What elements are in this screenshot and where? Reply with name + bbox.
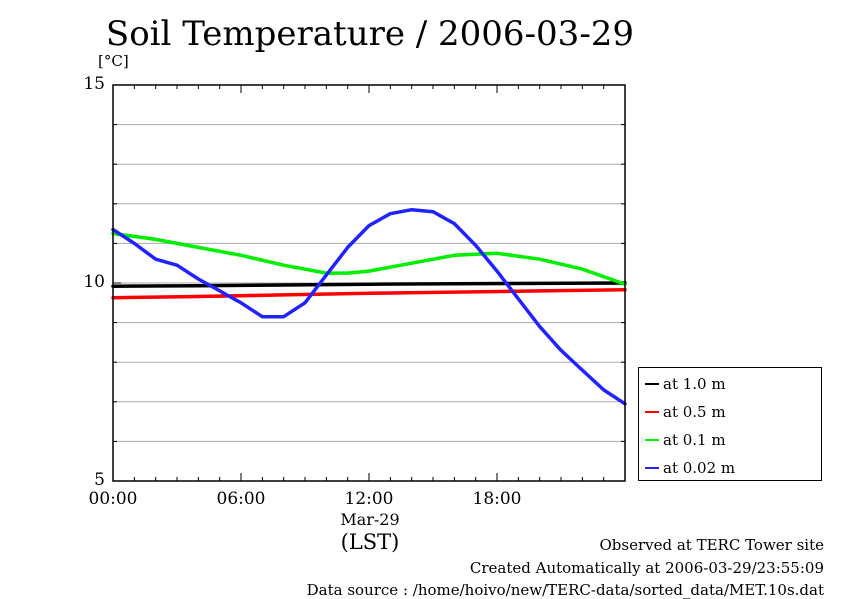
y-axis-unit: [°C] xyxy=(98,52,129,70)
legend-swatch xyxy=(645,439,659,441)
plot-frame xyxy=(112,84,626,482)
x-tick-label: 06:00 xyxy=(216,489,266,509)
series-line-1 xyxy=(111,287,627,300)
legend-item: at 0.1 m xyxy=(645,430,726,450)
footer-source: Data source : /home/hoivo/new/TERC-data/… xyxy=(306,581,824,599)
x-tick-label: 00:00 xyxy=(88,489,138,509)
x-tick-label: 12:00 xyxy=(344,489,394,509)
legend: at 1.0 m at 0.5 m at 0.1 m at 0.02 m xyxy=(638,367,822,481)
legend-swatch xyxy=(645,411,659,413)
y-tick-label: 5 xyxy=(94,470,105,490)
x-tick-label: 18:00 xyxy=(472,489,522,509)
legend-label: at 0.1 m xyxy=(663,431,726,449)
footer-site: Observed at TERC Tower site xyxy=(599,536,824,554)
x-date-label: Mar-29 xyxy=(340,510,400,529)
legend-label: at 0.5 m xyxy=(663,403,726,421)
series-line-2 xyxy=(111,231,627,286)
legend-item: at 0.5 m xyxy=(645,402,726,422)
y-tick-label: 10 xyxy=(83,272,105,292)
legend-item: at 1.0 m xyxy=(645,374,726,394)
legend-label: at 1.0 m xyxy=(663,375,726,393)
chart-title: Soil Temperature / 2006-03-29 xyxy=(105,14,635,54)
x-axis-label: (LST) xyxy=(340,530,400,554)
legend-item: at 0.02 m xyxy=(645,458,735,478)
footer-created: Created Automatically at 2006-03-29/23:5… xyxy=(469,559,824,577)
series-line-0 xyxy=(111,281,627,288)
series-line-3 xyxy=(111,207,627,406)
legend-swatch xyxy=(645,383,659,385)
legend-label: at 0.02 m xyxy=(663,459,736,477)
y-tick-label: 15 xyxy=(83,74,105,94)
legend-swatch xyxy=(645,467,659,469)
